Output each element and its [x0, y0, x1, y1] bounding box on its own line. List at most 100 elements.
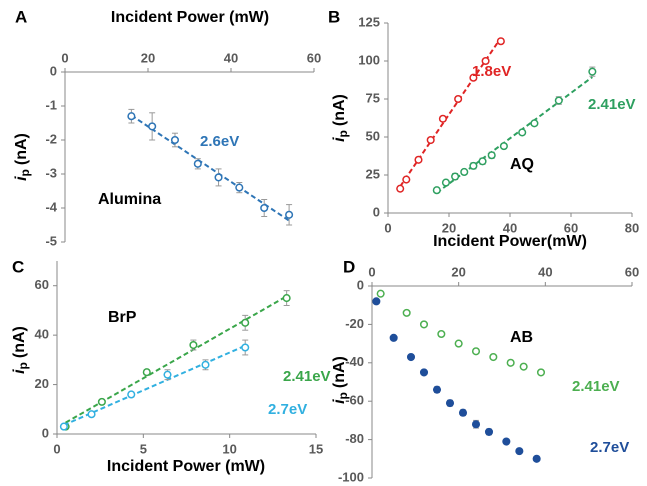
point [487, 151, 496, 160]
y-tick-label: 0 [42, 425, 49, 440]
point [441, 178, 451, 187]
series-label: 2.6eV [200, 133, 239, 150]
point [496, 37, 505, 46]
x-tick-label: 20 [141, 50, 155, 65]
point [471, 347, 481, 356]
annotation: AQ [510, 156, 534, 173]
y-tick-label: 20 [35, 376, 49, 391]
y-tick-label: -60 [345, 393, 364, 408]
point [478, 157, 487, 166]
point [454, 339, 463, 348]
point [499, 142, 508, 151]
point [406, 352, 416, 362]
point [437, 329, 446, 339]
y-tick-label: -40 [345, 354, 364, 369]
x-tick-label: 40 [538, 264, 552, 279]
point [532, 454, 541, 463]
x-tick-label: 10 [222, 441, 236, 456]
panel-label: C [12, 257, 24, 276]
point [432, 385, 442, 394]
y-tick-label: 25 [366, 166, 380, 181]
point [536, 368, 546, 377]
point [59, 422, 68, 431]
y-tick-label: -4 [45, 199, 57, 214]
annotation: Alumina [98, 191, 161, 208]
annotation: AB [510, 329, 533, 346]
point [193, 159, 202, 168]
fit-line [399, 37, 502, 187]
point [260, 203, 269, 213]
x-tick-label: 0 [61, 50, 68, 65]
point [469, 161, 478, 170]
y-axis-symbol: i [13, 176, 30, 181]
point [414, 155, 423, 164]
point [282, 294, 291, 303]
y-axis-unit: (nA) [331, 356, 348, 388]
y-axis-title: ip (nA) [331, 94, 350, 142]
x-tick-label: 60 [564, 220, 578, 235]
point [402, 308, 411, 317]
point [506, 358, 515, 367]
point [432, 186, 441, 195]
y-axis-subscript: p [18, 169, 32, 176]
point [518, 128, 527, 137]
point [451, 172, 460, 181]
point [376, 289, 385, 298]
series-label: 2.41eV [572, 378, 620, 395]
y-tick-label: -3 [45, 165, 57, 180]
y-axis-subscript: p [336, 130, 350, 137]
point [170, 135, 180, 145]
x-tick-label: 60 [625, 264, 639, 279]
point [438, 114, 447, 123]
point [426, 135, 435, 145]
x-tick-label: 0 [53, 441, 60, 456]
point [469, 73, 478, 82]
y-axis-unit: (nA) [11, 326, 28, 358]
x-axis-title: Incident Power (mW) [107, 458, 265, 475]
y-tick-label: 100 [358, 52, 380, 67]
point [419, 320, 429, 329]
point [127, 112, 136, 121]
x-axis-title: Incident Power (mW) [111, 9, 269, 26]
y-tick-label: -1 [45, 97, 57, 112]
x-tick-label: 40 [224, 50, 238, 65]
point [515, 447, 524, 456]
point [519, 362, 528, 371]
y-tick-label: 0 [50, 63, 57, 78]
panel-label: D [343, 257, 355, 276]
x-tick-label: 20 [442, 220, 456, 235]
y-axis-subscript: p [336, 392, 350, 399]
y-tick-label: 0 [357, 277, 364, 292]
point [530, 119, 539, 128]
y-tick-label: 125 [358, 14, 380, 29]
y-axis-symbol: i [11, 369, 28, 374]
y-tick-label: -5 [45, 233, 57, 248]
x-tick-label: 15 [309, 441, 323, 456]
point [419, 368, 429, 377]
y-tick-label: -2 [45, 131, 57, 146]
x-tick-label: 80 [625, 220, 639, 235]
point [454, 94, 463, 104]
y-axis-unit: (nA) [13, 133, 30, 165]
x-tick-label: 60 [307, 50, 321, 65]
point [481, 56, 490, 66]
point [127, 390, 136, 399]
y-tick-label: 60 [35, 277, 49, 292]
y-axis-unit: (nA) [331, 94, 348, 126]
point [502, 437, 511, 446]
y-axis-title: ip (nA) [331, 356, 350, 404]
y-tick-label: 75 [366, 90, 380, 105]
annotation: BrP [108, 309, 137, 326]
y-tick-label: -20 [345, 316, 364, 331]
point [235, 183, 244, 192]
y-tick-label: 50 [366, 128, 380, 143]
series-label: 2.7eV [590, 439, 629, 456]
x-tick-label: 0 [368, 264, 375, 279]
point [142, 368, 151, 377]
x-axis-title: Incident Power(mW) [433, 233, 587, 250]
point [189, 340, 198, 350]
point [148, 122, 157, 131]
point [97, 397, 106, 406]
point [87, 410, 96, 419]
